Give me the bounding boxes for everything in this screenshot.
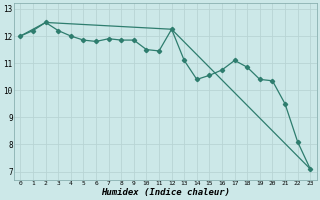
X-axis label: Humidex (Indice chaleur): Humidex (Indice chaleur): [101, 188, 230, 197]
